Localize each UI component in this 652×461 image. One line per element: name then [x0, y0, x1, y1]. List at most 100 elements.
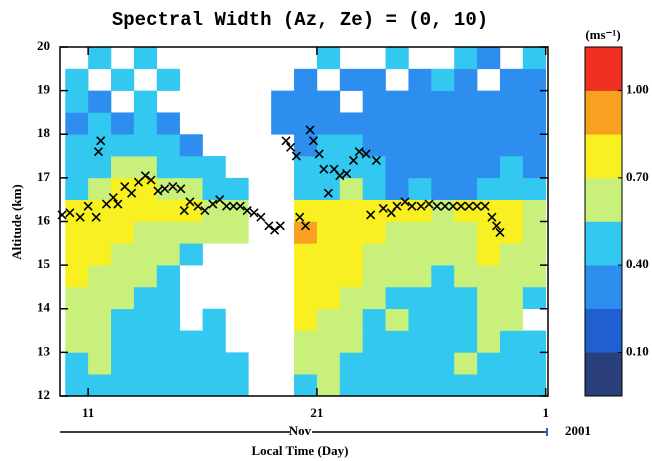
heat-cell: [522, 68, 547, 91]
heat-cell: [65, 330, 89, 353]
heat-cell: [522, 352, 547, 375]
heat-cell: [477, 199, 501, 222]
heat-cell: [202, 199, 226, 222]
heat-cell: [431, 90, 455, 113]
heat-cell: [133, 330, 158, 353]
heat-cell: [362, 112, 386, 135]
marker: [108, 192, 118, 203]
y-tick-label: 16: [37, 212, 51, 227]
heat-cell: [156, 243, 180, 266]
heat-cell: [65, 68, 89, 91]
heat-cell: [133, 90, 158, 113]
marker: [416, 201, 426, 211]
heat-cell: [362, 308, 386, 331]
heat-cell: [179, 221, 203, 244]
marker: [120, 182, 130, 192]
heat-cell: [385, 177, 409, 200]
heat-cell: [522, 374, 547, 397]
heat-cell: [477, 352, 501, 375]
marker: [176, 184, 186, 194]
heat-cell: [339, 265, 363, 288]
heat-cell: [499, 134, 524, 157]
marker: [281, 136, 291, 146]
heat-cell: [454, 352, 478, 375]
heat-cell: [339, 243, 363, 266]
heat-cell: [65, 134, 89, 157]
heat-cell: [156, 374, 180, 397]
heat-cell: [408, 286, 432, 310]
heat-cell: [454, 90, 478, 113]
heat-cell: [454, 112, 478, 135]
heat-cell: [156, 221, 180, 244]
marker: [75, 212, 85, 222]
heat-cell: [431, 308, 455, 331]
heat-cell: [339, 308, 363, 331]
heat-cell: [111, 308, 135, 331]
marker: [314, 149, 324, 159]
heat-cell: [156, 286, 180, 310]
heat-cell: [362, 68, 386, 91]
marker: [91, 212, 101, 222]
marker: [153, 186, 163, 196]
heat-cell: [65, 243, 89, 266]
heat-cell: [225, 199, 249, 222]
heat-cell: [477, 47, 501, 70]
heat-cell: [88, 265, 112, 288]
heat-cell: [362, 243, 386, 266]
marker: [270, 225, 280, 235]
heat-cell: [522, 265, 547, 288]
y-tick-label: 12: [37, 387, 50, 402]
heat-cell: [454, 330, 478, 353]
heat-cell: [294, 112, 318, 135]
marker: [371, 155, 381, 165]
heat-cell: [431, 112, 455, 135]
heat-cell: [522, 243, 547, 266]
y-tick-label: 18: [37, 125, 51, 140]
heat-cell: [499, 90, 524, 113]
heat-cell: [88, 286, 112, 310]
marker: [179, 206, 189, 216]
marker: [127, 188, 137, 198]
y-tick-label: 13: [37, 343, 51, 358]
heat-cell: [522, 286, 547, 310]
heat-cell: [385, 330, 409, 353]
heat-cell: [454, 286, 478, 310]
heat-cell: [477, 156, 501, 179]
marker: [392, 201, 402, 211]
heat-cell: [339, 177, 363, 200]
heat-cell: [88, 308, 112, 331]
heat-cell: [202, 330, 226, 353]
heat-cell: [88, 90, 112, 113]
heat-cell: [316, 352, 341, 375]
heat-cell: [408, 199, 432, 222]
heat-cell: [133, 134, 158, 157]
heat-cell: [408, 308, 432, 331]
heat-cell: [202, 177, 226, 200]
heat-cell: [88, 134, 112, 157]
heat-cell: [65, 265, 89, 288]
marker: [464, 201, 474, 211]
marker: [96, 136, 106, 146]
marker: [495, 227, 505, 237]
heat-cell: [65, 374, 89, 397]
heat-cell: [179, 243, 203, 266]
heat-cell: [431, 286, 455, 310]
heat-cell: [362, 221, 386, 244]
colorbar-segment: [585, 265, 622, 310]
heat-cell: [316, 243, 341, 266]
heat-cell: [522, 134, 547, 157]
marker: [140, 171, 150, 181]
marker: [295, 212, 305, 222]
heat-cell: [385, 352, 409, 375]
heat-cell: [294, 134, 318, 157]
heat-cell: [408, 112, 432, 135]
heat-cell: [362, 374, 386, 397]
heat-cell: [362, 286, 386, 310]
heat-cell: [339, 352, 363, 375]
heat-cell: [431, 330, 455, 353]
marker: [305, 125, 315, 135]
marker: [440, 201, 450, 211]
heat-cell: [316, 265, 341, 288]
marker: [448, 201, 458, 211]
heat-cell: [225, 221, 249, 244]
